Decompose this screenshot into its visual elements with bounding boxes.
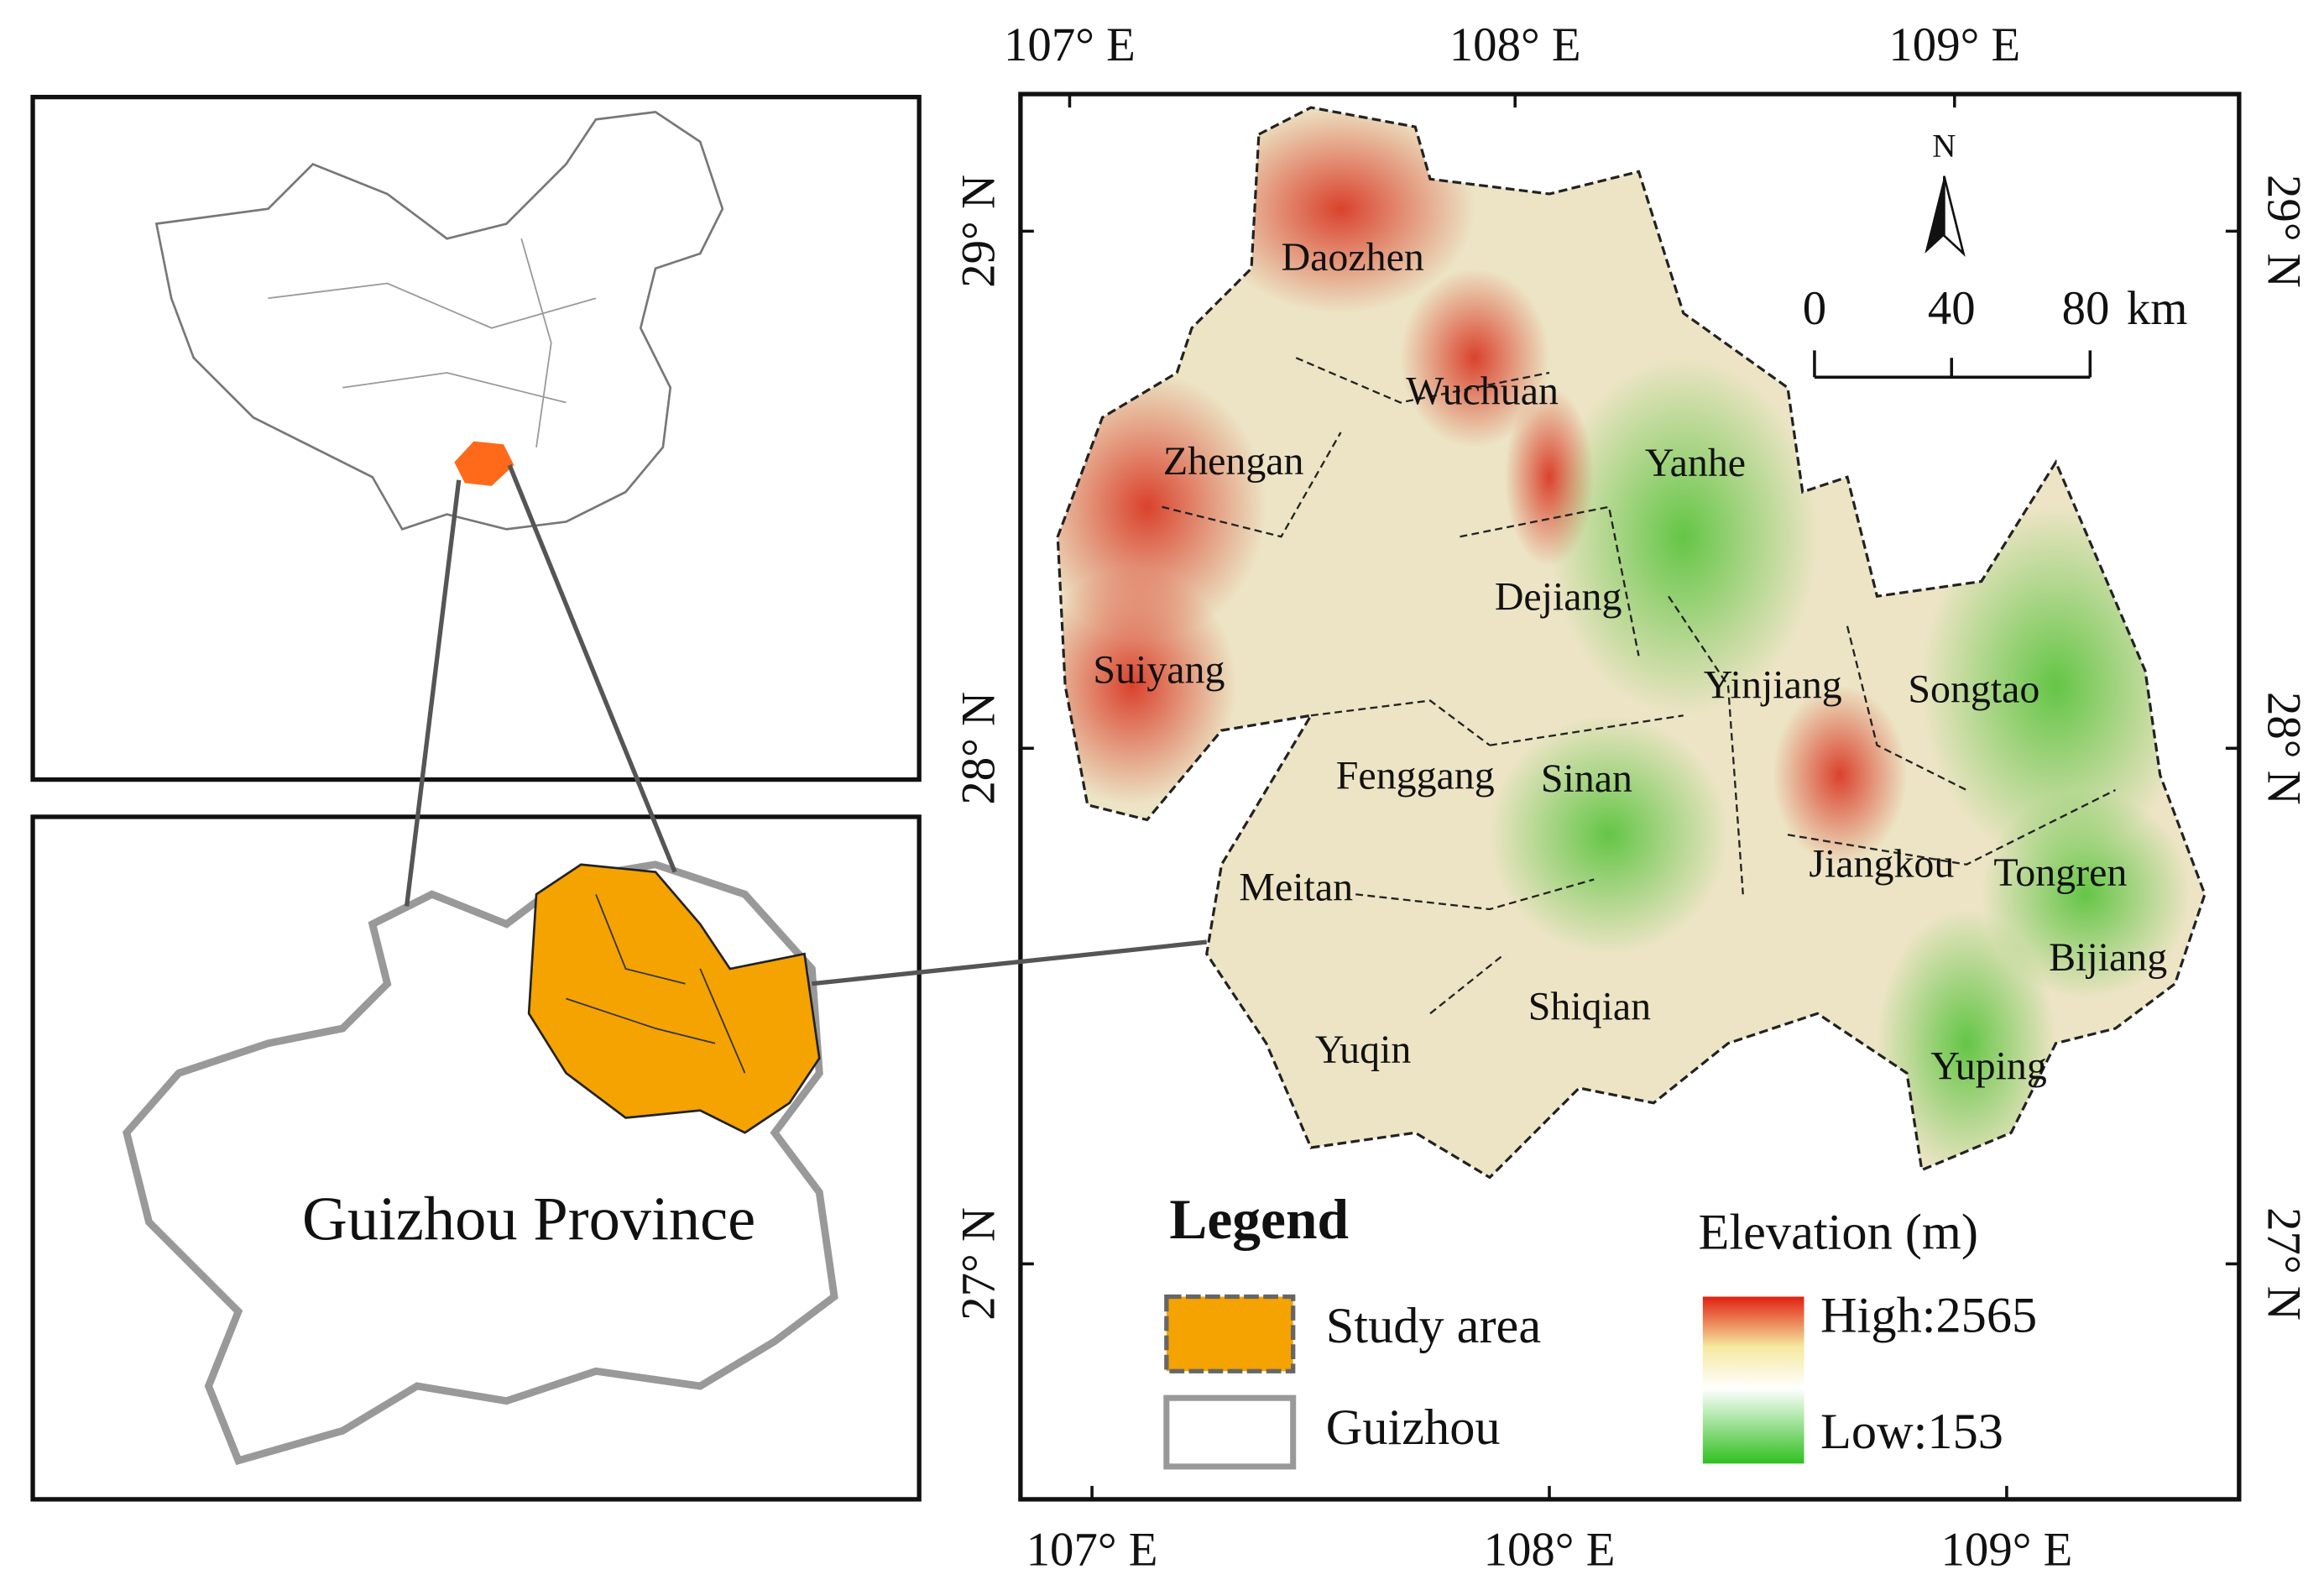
north-label: N: [1932, 128, 1956, 165]
county-label: Dejiang: [1495, 575, 1622, 620]
right-axis-label: 28° N: [2258, 692, 2311, 805]
scale-unit: km: [2127, 282, 2188, 335]
elevation-raster: [1058, 107, 2205, 1178]
county-label: Sinan: [1541, 756, 1632, 801]
bottom-axis-label: 108° E: [1484, 1524, 1616, 1577]
county-label: Yinjiang: [1704, 662, 1842, 707]
legend-item: Guizhou: [1326, 1400, 1501, 1456]
north-arrow-right: [1943, 175, 1966, 258]
left-axis-label: 29° N: [953, 175, 1005, 288]
elevation-title: Elevation (m): [1699, 1204, 1978, 1260]
scale-label: 40: [1928, 282, 1976, 335]
scale-label: 80: [2062, 282, 2110, 335]
top-axis-label: 109° E: [1888, 18, 2020, 71]
county-label: Wuchuan: [1406, 369, 1559, 414]
county-label: Daozhen: [1282, 235, 1424, 280]
scale-label: 0: [1803, 282, 1826, 335]
legend-swatch-study: [1164, 1294, 1296, 1373]
county-label: Tongren: [1993, 850, 2127, 895]
county-label: Yuping: [1930, 1044, 2046, 1089]
left-axis-label: 27° N: [953, 1207, 1005, 1321]
county-label: Suiyang: [1093, 648, 1225, 693]
county-label: Songtao: [1908, 667, 2039, 712]
county-label: Yuqin: [1315, 1028, 1412, 1072]
county-label: Yanhe: [1645, 441, 1746, 485]
left-axis-label: 28° N: [953, 692, 1005, 805]
china-outline: [154, 110, 724, 531]
bottom-axis-label: 107° E: [1026, 1524, 1158, 1577]
elevation-low: Low:153: [1820, 1404, 2003, 1460]
top-axis-label: 108° E: [1449, 18, 1581, 71]
legend-item: Study area: [1326, 1298, 1541, 1354]
north-arrow-left: [1924, 175, 1945, 254]
county-label: Fenggang: [1336, 754, 1495, 798]
inset-label: Guizhou Province: [302, 1185, 755, 1253]
elevation-high: High:2565: [1820, 1288, 2037, 1344]
right-axis-label: 29° N: [2258, 175, 2311, 288]
guizhou-inset-frame: [30, 814, 922, 1502]
china-provinces: [268, 238, 597, 447]
county-label: Meitan: [1239, 866, 1353, 910]
study-area-counties: [566, 893, 746, 1074]
legend-elevation-ramp: [1702, 1296, 1804, 1464]
scale-bar: [1813, 350, 2092, 379]
connectors: [404, 464, 1208, 986]
legend-title: Legend: [1169, 1188, 1349, 1251]
study-area-inset: [527, 863, 821, 1134]
right-axis-label: 27° N: [2258, 1207, 2311, 1321]
county-label: Bijiang: [2049, 935, 2167, 980]
county-boundaries: [1162, 357, 2117, 1015]
china-inset-frame: [30, 94, 922, 782]
top-axis-label: 107° E: [1004, 18, 1136, 71]
bottom-axis-label: 109° E: [1941, 1524, 2073, 1577]
legend-swatch-guizhou: [1163, 1394, 1297, 1470]
county-label: Shiqian: [1528, 985, 1651, 1029]
guizhou-highlight: [454, 441, 514, 486]
guizhou-outline: [123, 861, 838, 1466]
county-label: Zhengan: [1163, 439, 1304, 484]
county-label: Jiangkou: [1809, 841, 1954, 886]
main-map-frame: [1018, 92, 2242, 1502]
